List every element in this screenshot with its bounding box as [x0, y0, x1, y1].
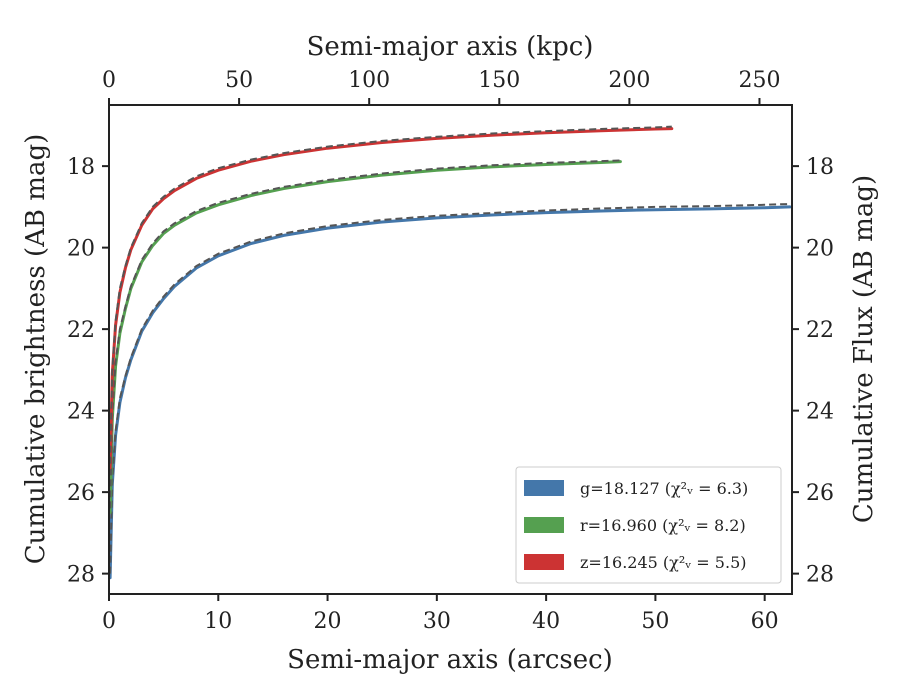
- y-tick-label: 26: [67, 481, 95, 506]
- x-tick-label: 60: [751, 609, 779, 634]
- x-top-tick-label: 50: [225, 68, 253, 93]
- x-axis-top-title: Semi-major axis (kpc): [307, 32, 594, 62]
- plot-frame: [108, 104, 793, 595]
- legend-label-g: g=18.127 (χ²ᵥ = 6.3): [580, 479, 748, 498]
- y-axis-title: Cumulative brightness (AB mag): [21, 134, 51, 565]
- x-tick-label: 10: [204, 609, 232, 634]
- y-right-tick-label: 28: [806, 563, 834, 588]
- legend-label-r: r=16.960 (χ²ᵥ = 8.2): [580, 516, 746, 535]
- legend-label-z: z=16.245 (χ²ᵥ = 5.5): [580, 553, 746, 572]
- y-axis-right: 18 20 22 24 26 28: [792, 155, 834, 588]
- y-right-tick-label: 24: [806, 400, 834, 425]
- y-right-tick-label: 22: [806, 318, 834, 343]
- plot-series: [108, 125, 792, 580]
- legend: g=18.127 (χ²ᵥ = 6.3) r=16.960 (χ²ᵥ = 8.2…: [515, 466, 782, 584]
- y-axis-right-title: Cumulative Flux (AB mag): [849, 175, 879, 523]
- x-top-tick-label: 100: [348, 68, 390, 93]
- x-tick-label: 0: [102, 609, 116, 634]
- x-top-tick-label: 200: [608, 68, 650, 93]
- y-tick-label: 22: [67, 318, 95, 343]
- x-tick-label: 30: [423, 609, 451, 634]
- y-tick-label: 24: [67, 400, 95, 425]
- x-axis-bottom: 0 10 20 30 40 50 60: [102, 594, 779, 634]
- fit-line-z: [109, 125, 672, 464]
- legend-swatch-r: [524, 517, 564, 533]
- fit-line-r: [109, 159, 621, 509]
- x-tick-label: 40: [532, 609, 560, 634]
- x-axis-top: 0 50 100 150 200 250: [102, 68, 780, 105]
- x-tick-label: 20: [314, 609, 342, 634]
- y-tick-label: 18: [67, 155, 95, 180]
- y-axis-left: 18 20 22 24 26 28: [67, 155, 109, 588]
- x-tick-label: 50: [641, 609, 669, 634]
- x-top-tick-label: 150: [478, 68, 520, 93]
- y-right-tick-label: 26: [806, 481, 834, 506]
- y-tick-label: 20: [67, 237, 95, 262]
- series-line-r: [108, 160, 622, 514]
- x-axis-title: Semi-major axis (arcsec): [287, 645, 613, 675]
- y-right-tick-label: 20: [806, 237, 834, 262]
- fit-line-g: [109, 203, 790, 574]
- x-top-tick-label: 0: [102, 68, 116, 93]
- legend-box: [515, 466, 782, 584]
- legend-swatch-z: [524, 554, 564, 570]
- x-top-tick-label: 250: [738, 68, 780, 93]
- legend-swatch-g: [524, 480, 564, 496]
- y-tick-label: 28: [67, 563, 95, 588]
- y-right-tick-label: 18: [806, 155, 834, 180]
- series-line-z: [108, 127, 674, 470]
